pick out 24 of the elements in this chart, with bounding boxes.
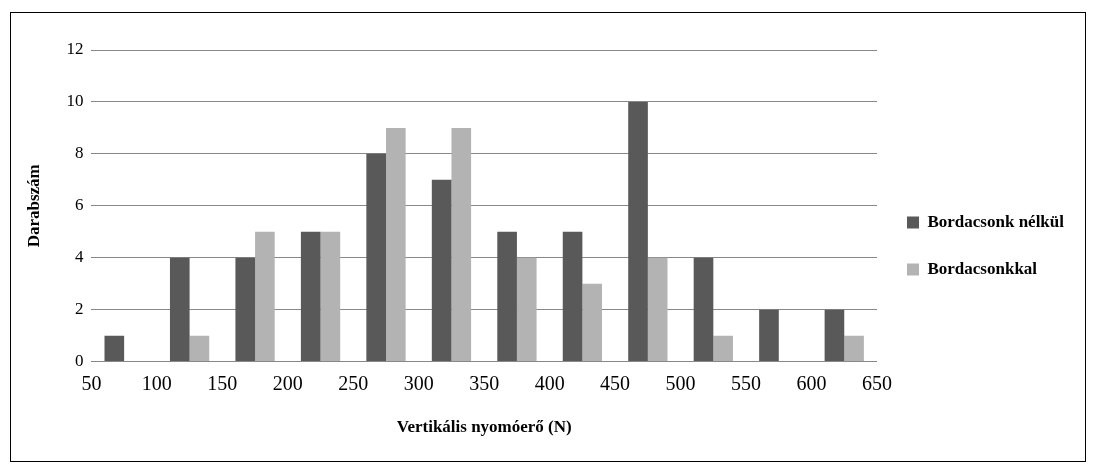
x-tick-label: 250 [338,371,369,394]
x-axis-title: Vertikális nyomóerő (N) [396,417,572,437]
legend-label: Bordacsonk nélkül [927,211,1065,231]
y-tick-label: 12 [66,39,84,59]
y-tick-label: 6 [74,195,84,215]
legend-label: Bordacsonkkal [927,258,1038,278]
y-tick-label: 8 [74,143,84,163]
x-tick-label: 100 [141,371,172,394]
x-tick-label: 650 [861,371,892,394]
x-tick-label: 600 [796,371,827,394]
y-tick-label: 10 [66,91,84,111]
y-tick-label: 0 [74,351,84,371]
x-tick-label: 350 [469,371,500,394]
x-tick-label: 300 [403,371,434,394]
x-tick-label: 500 [665,371,696,394]
x-tick-label: 550 [731,371,762,394]
x-tick-label: 200 [272,371,303,394]
x-tick-label: 400 [534,371,565,394]
y-tick-label: 4 [74,247,84,267]
x-tick-label: 450 [600,371,631,394]
x-tick-label: 150 [207,371,238,394]
y-tick-label: 2 [74,299,84,319]
x-tick-label: 50 [81,371,102,394]
y-axis-title: Darabszám [23,164,43,248]
